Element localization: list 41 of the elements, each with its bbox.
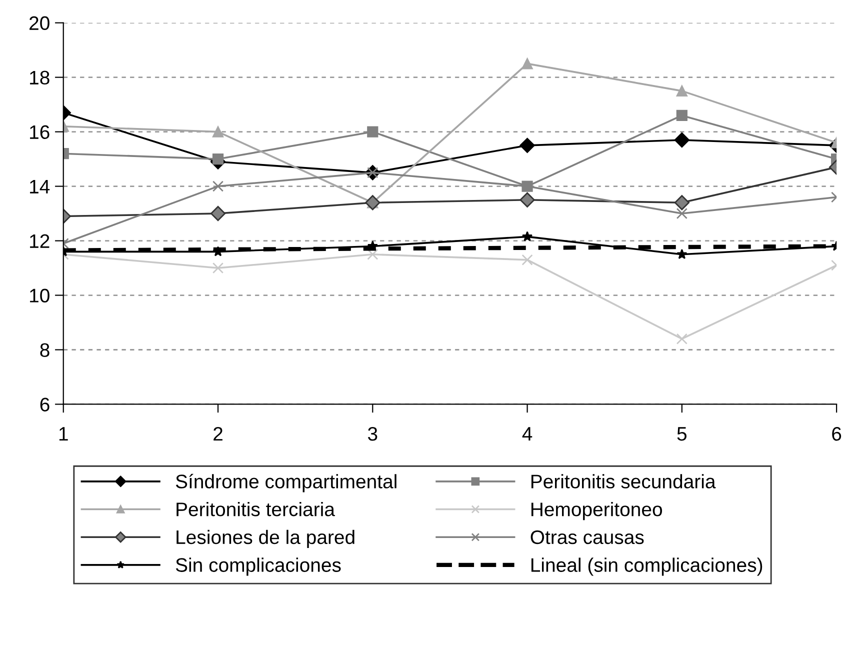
- legend-label: Peritonitis terciaria: [176, 502, 335, 516]
- point: [676, 248, 688, 260]
- point: [212, 153, 224, 165]
- point: [212, 180, 224, 192]
- y-tick-label: 12: [30, 234, 50, 248]
- legend-label: Hemoperitoneo: [531, 502, 662, 520]
- point: [520, 192, 535, 208]
- x-tick-label: 3: [368, 426, 378, 441]
- y-tick-label: 18: [30, 70, 50, 85]
- point: [674, 132, 690, 148]
- legend-label: Peritonitis secundaria: [531, 474, 716, 488]
- point: [210, 206, 226, 222]
- x-tick-label: 2: [214, 426, 222, 441]
- x-tick-label: 5: [677, 427, 687, 441]
- legend-label: Otras causas: [530, 530, 644, 544]
- point: [676, 85, 688, 96]
- legend-label: Síndrome compartimental: [176, 474, 396, 492]
- y-tick-label: 10: [30, 288, 50, 302]
- point: [676, 208, 688, 220]
- point: [212, 262, 224, 274]
- x-tick-label: 6: [832, 426, 842, 441]
- legend-label: Lesiones de la pared: [176, 530, 354, 548]
- point: [676, 333, 688, 344]
- y-tick-label: 14: [30, 180, 50, 194]
- point: [676, 110, 688, 122]
- y-tick-label: 16: [30, 125, 50, 140]
- point: [367, 248, 378, 260]
- point: [674, 195, 690, 210]
- y-tick-label: 8: [40, 343, 50, 357]
- point: [522, 231, 533, 242]
- point: [212, 126, 224, 138]
- point: [520, 138, 535, 153]
- legend-label: Sin complicaciones: [176, 558, 341, 576]
- y-tick-label: 6: [40, 398, 50, 412]
- point: [522, 58, 533, 70]
- legend-label: Lineal (sin complicaciones): [531, 558, 762, 576]
- x-tick-label: 4: [522, 427, 532, 441]
- y-tick-label: 20: [30, 16, 50, 30]
- point: [522, 254, 533, 266]
- x-tick-label: 1: [59, 427, 68, 441]
- point: [367, 126, 378, 138]
